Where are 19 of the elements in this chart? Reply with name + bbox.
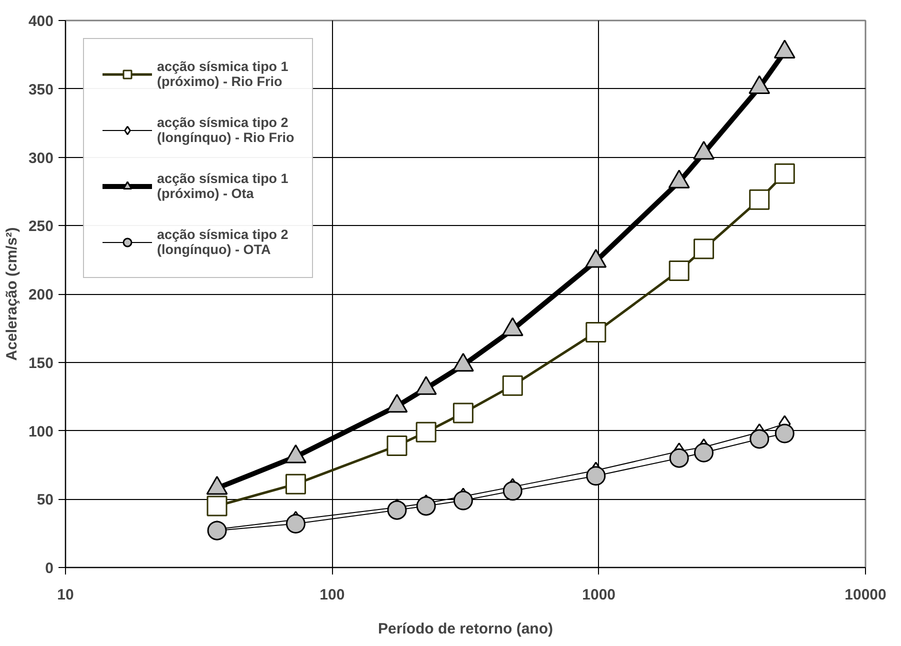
legend-label: acção sísmica tipo 2 (longínquo) - OTA (157, 226, 288, 259)
y-tick-label: 0 (45, 560, 54, 577)
y-axis-title: Aceleração (cm/s²) (3, 227, 20, 361)
y-tick-label: 350 (28, 81, 54, 98)
legend-label: acção sísmica tipo 2 (longínquo) - Rio Frio (157, 114, 294, 147)
y-tick-label: 200 (28, 286, 54, 304)
y-tick-label: 300 (28, 150, 54, 167)
x-tick-label: 100 (320, 586, 345, 604)
x-tick-label: 10 (57, 586, 74, 604)
y-tick-label: 100 (28, 423, 54, 440)
legend-label: acção sísmica tipo 1 (próximo) - Rio Frio (157, 58, 288, 91)
x-tick-label: 1000 (582, 586, 616, 604)
legend-label: acção sísmica tipo 1 (próximo) - Ota (157, 170, 288, 203)
y-tick-label: 250 (28, 218, 54, 236)
x-tick-label: 10000 (844, 586, 886, 604)
y-tick-label: 150 (28, 354, 54, 372)
y-tick-label: 400 (28, 13, 54, 30)
x-axis-title: Período de retorno (ano) (378, 620, 554, 638)
y-tick-label: 50 (36, 492, 54, 509)
